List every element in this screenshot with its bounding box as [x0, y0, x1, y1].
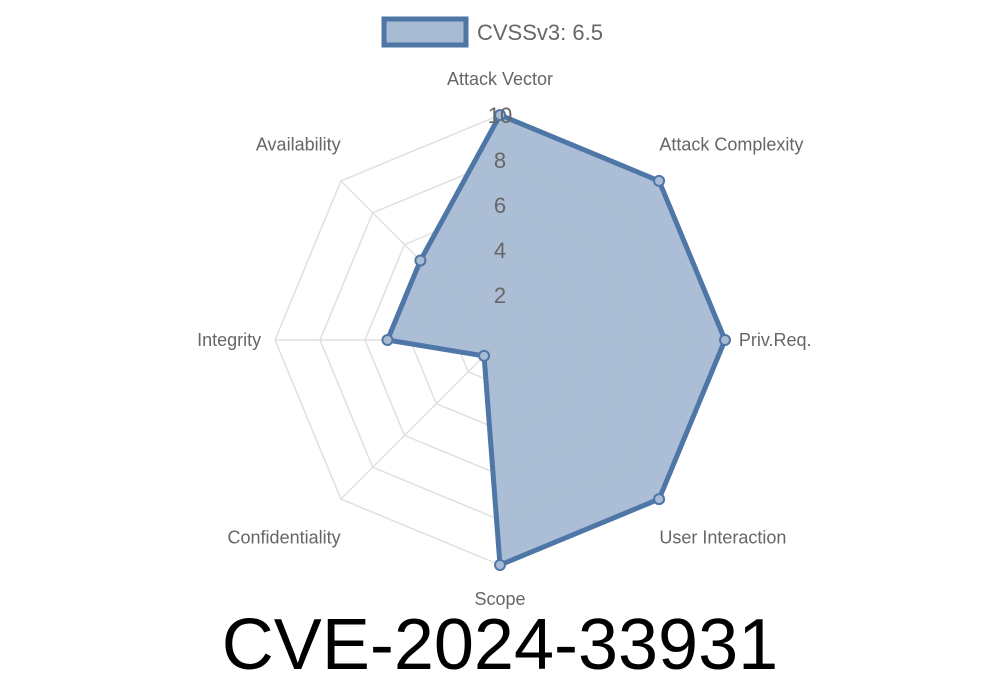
- tick-label: 10: [488, 103, 512, 128]
- tick-label: 8: [494, 148, 506, 173]
- axis-label: Confidentiality: [228, 527, 341, 547]
- data-point: [494, 559, 506, 571]
- axis-label: Attack Complexity: [659, 135, 803, 155]
- axis-label: Priv.Req.: [739, 330, 812, 350]
- grid-spoke: [340, 339, 501, 500]
- tick-label: 2: [494, 283, 506, 308]
- series-area: [385, 112, 728, 568]
- tick-label: 6: [494, 193, 506, 218]
- data-point: [653, 493, 666, 506]
- axis-label: Availability: [256, 135, 341, 155]
- data-point: [478, 349, 491, 362]
- data-point: [719, 334, 731, 346]
- axis-label: Attack Vector: [447, 69, 553, 89]
- data-point: [653, 174, 666, 187]
- axis-label: Integrity: [197, 330, 261, 350]
- axis-label: User Interaction: [659, 527, 786, 547]
- data-point: [414, 254, 427, 267]
- cve-title: CVE-2024-33931: [221, 605, 779, 685]
- data-point: [494, 109, 506, 121]
- legend-label: CVSSv3: 6.5: [477, 20, 603, 45]
- data-point: [381, 334, 394, 346]
- legend-swatch: [381, 16, 469, 48]
- axis-label: Scope: [474, 589, 525, 609]
- tick-label: 4: [494, 238, 506, 263]
